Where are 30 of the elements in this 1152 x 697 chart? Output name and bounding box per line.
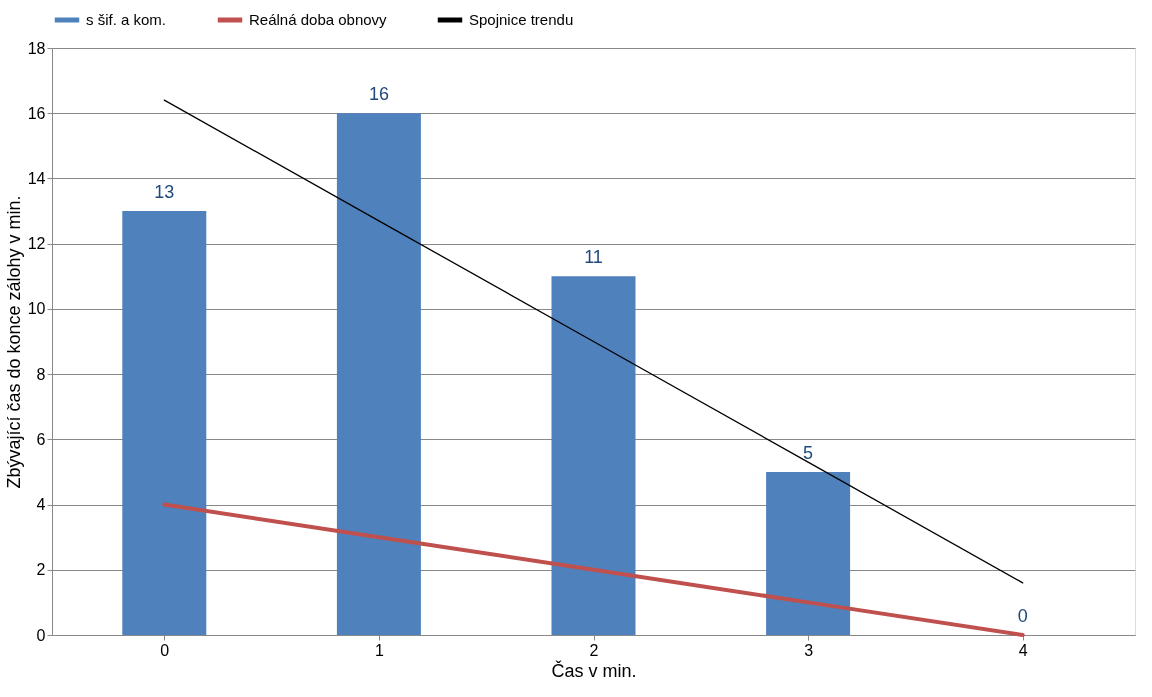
legend-label: Spojnice trendu: [469, 11, 574, 28]
y-tick-label: 14: [27, 169, 46, 187]
y-tick-label: 0: [36, 626, 46, 644]
bar: [766, 471, 851, 635]
bar: [336, 113, 421, 635]
data-label: 16: [368, 84, 389, 105]
bar: [122, 211, 207, 635]
data-label: 5: [803, 442, 814, 463]
y-tick-label: 2: [36, 561, 46, 579]
data-label: 0: [1017, 606, 1028, 626]
data-label: 13: [154, 182, 175, 203]
x-axis-title: Čas v min.: [551, 659, 637, 681]
y-tick-label: 10: [27, 300, 46, 318]
legend-label: s šif. a kom.: [86, 11, 167, 28]
x-tick-label: 3: [804, 641, 814, 659]
x-tick-label: 1: [374, 641, 384, 659]
y-tick-label: 18: [27, 39, 46, 57]
legend-label: Reálná doba obnovy: [249, 11, 388, 28]
x-tick-label: 0: [160, 641, 170, 659]
line-series: [162, 502, 1025, 637]
y-tick-label: 8: [36, 365, 46, 383]
y-tick-label: 12: [27, 235, 46, 253]
x-tick-label: 2: [589, 641, 599, 659]
y-tick-label: 6: [36, 430, 46, 448]
bar: [551, 276, 636, 635]
data-label: 11: [584, 247, 603, 268]
y-axis-title: Zbývající čas do konce zálohy v min.: [3, 195, 24, 489]
y-tick-label: 4: [36, 496, 46, 514]
y-tick-label: 16: [27, 104, 46, 122]
x-tick-label: 4: [1018, 641, 1028, 659]
